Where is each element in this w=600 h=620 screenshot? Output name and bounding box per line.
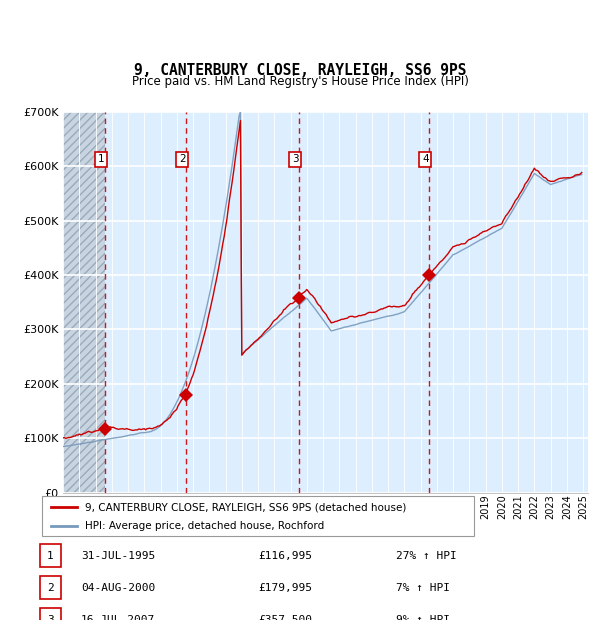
Text: 1: 1 (98, 154, 104, 164)
Text: 9, CANTERBURY CLOSE, RAYLEIGH, SS6 9PS (detached house): 9, CANTERBURY CLOSE, RAYLEIGH, SS6 9PS (… (85, 502, 407, 512)
Text: 16-JUL-2007: 16-JUL-2007 (81, 615, 155, 620)
Text: 3: 3 (292, 154, 299, 164)
Text: 27% ↑ HPI: 27% ↑ HPI (396, 551, 457, 560)
Bar (187, 112, 299, 493)
Text: 31-JUL-1995: 31-JUL-1995 (81, 551, 155, 560)
Bar (105, 112, 187, 493)
Text: 1: 1 (47, 551, 54, 560)
Text: 7% ↑ HPI: 7% ↑ HPI (396, 583, 450, 593)
Text: 9, CANTERBURY CLOSE, RAYLEIGH, SS6 9PS: 9, CANTERBURY CLOSE, RAYLEIGH, SS6 9PS (134, 63, 466, 78)
Text: 2: 2 (47, 583, 54, 593)
Text: £116,995: £116,995 (258, 551, 312, 560)
Bar (63, 112, 105, 493)
Text: Price paid vs. HM Land Registry's House Price Index (HPI): Price paid vs. HM Land Registry's House … (131, 76, 469, 88)
Text: 9% ↑ HPI: 9% ↑ HPI (396, 615, 450, 620)
Text: £357,500: £357,500 (258, 615, 312, 620)
Bar (299, 112, 430, 493)
Text: 3: 3 (47, 615, 54, 620)
Text: HPI: Average price, detached house, Rochford: HPI: Average price, detached house, Roch… (85, 521, 325, 531)
Text: 4: 4 (422, 154, 428, 164)
Text: £179,995: £179,995 (258, 583, 312, 593)
Bar (430, 112, 588, 493)
Bar (584, 112, 600, 493)
Text: 2: 2 (179, 154, 185, 164)
Text: 04-AUG-2000: 04-AUG-2000 (81, 583, 155, 593)
